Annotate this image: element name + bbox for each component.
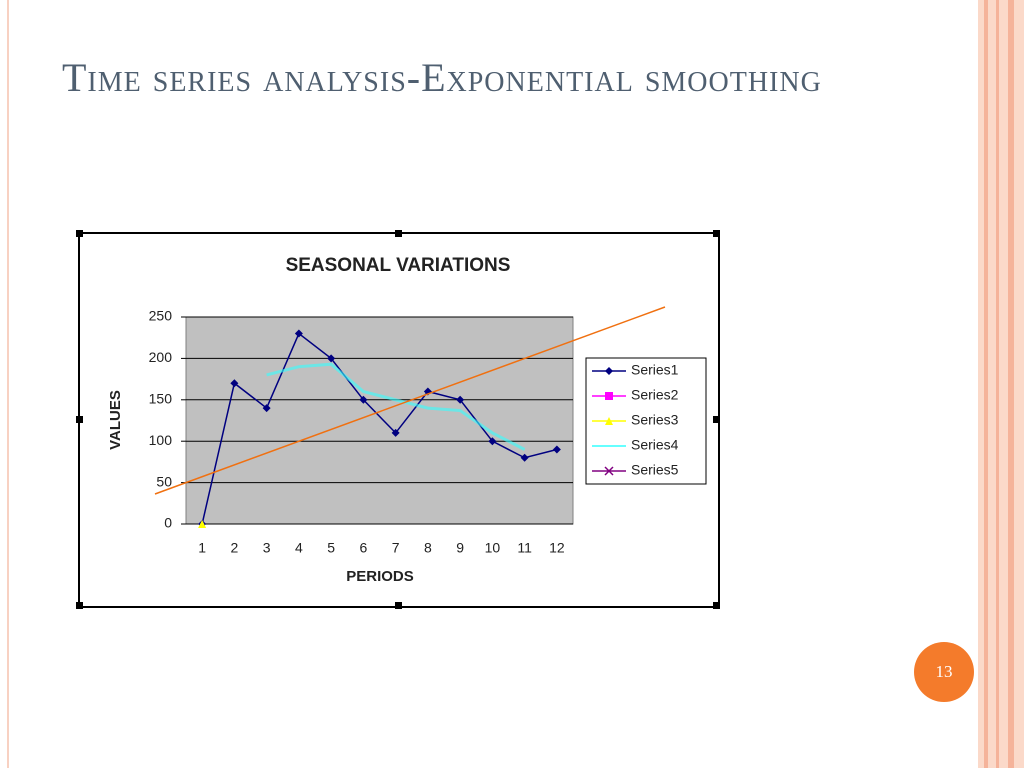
x-tick-label: 2 xyxy=(230,540,238,556)
y-tick-label: 0 xyxy=(164,515,172,531)
series-line xyxy=(266,362,526,451)
point xyxy=(391,428,400,437)
legend-marker xyxy=(604,466,614,476)
x-tick-label: 5 xyxy=(327,540,335,556)
x-tick-label: 1 xyxy=(198,540,206,556)
point xyxy=(488,437,497,446)
x-tick-label: 12 xyxy=(549,540,565,556)
trend-line xyxy=(154,306,666,495)
right-stripe xyxy=(996,0,999,768)
y-tick-label: 250 xyxy=(149,308,173,324)
right-stripe xyxy=(1008,0,1014,768)
x-axis-label: PERIODS xyxy=(346,568,414,585)
page-number: 13 xyxy=(914,642,974,702)
legend-label: Series2 xyxy=(631,387,679,403)
y-tick-label: 200 xyxy=(149,349,173,365)
selection-handles xyxy=(76,230,720,609)
x-tick-label: 6 xyxy=(359,540,367,556)
x-tick-label: 3 xyxy=(263,540,271,556)
y-axis-label: VALUES xyxy=(107,390,124,450)
legend-label: Series5 xyxy=(631,462,679,478)
chart-title: SEASONAL VARIATIONS xyxy=(286,255,511,276)
x-tick-label: 4 xyxy=(295,540,303,556)
point xyxy=(359,395,368,404)
legend-marker xyxy=(605,367,613,375)
y-tick-label: 50 xyxy=(156,473,172,489)
legend-marker xyxy=(605,392,613,400)
slide-title: Time series analysis-Exponential smoothi… xyxy=(62,55,822,100)
x-tick-label: 10 xyxy=(485,540,501,556)
legend-label: Series3 xyxy=(631,412,679,428)
legend-marker xyxy=(605,417,613,425)
point xyxy=(327,354,336,363)
plot-area xyxy=(185,316,574,525)
point xyxy=(262,404,271,413)
right-stripe xyxy=(984,0,988,768)
x-tick-label: 7 xyxy=(392,540,400,556)
x-tick-label: 11 xyxy=(517,540,532,556)
y-tick-label: 100 xyxy=(149,432,173,448)
point xyxy=(520,453,529,462)
x-tick-label: 8 xyxy=(424,540,432,556)
point xyxy=(198,520,207,528)
point xyxy=(294,329,303,338)
point xyxy=(552,445,561,454)
point xyxy=(456,395,465,404)
y-tick-label: 150 xyxy=(149,391,173,407)
legend-label: Series1 xyxy=(631,362,679,378)
x-tick-label: 9 xyxy=(456,540,464,556)
series-line xyxy=(201,332,558,525)
legend-label: Series4 xyxy=(631,437,679,453)
point xyxy=(230,379,239,388)
